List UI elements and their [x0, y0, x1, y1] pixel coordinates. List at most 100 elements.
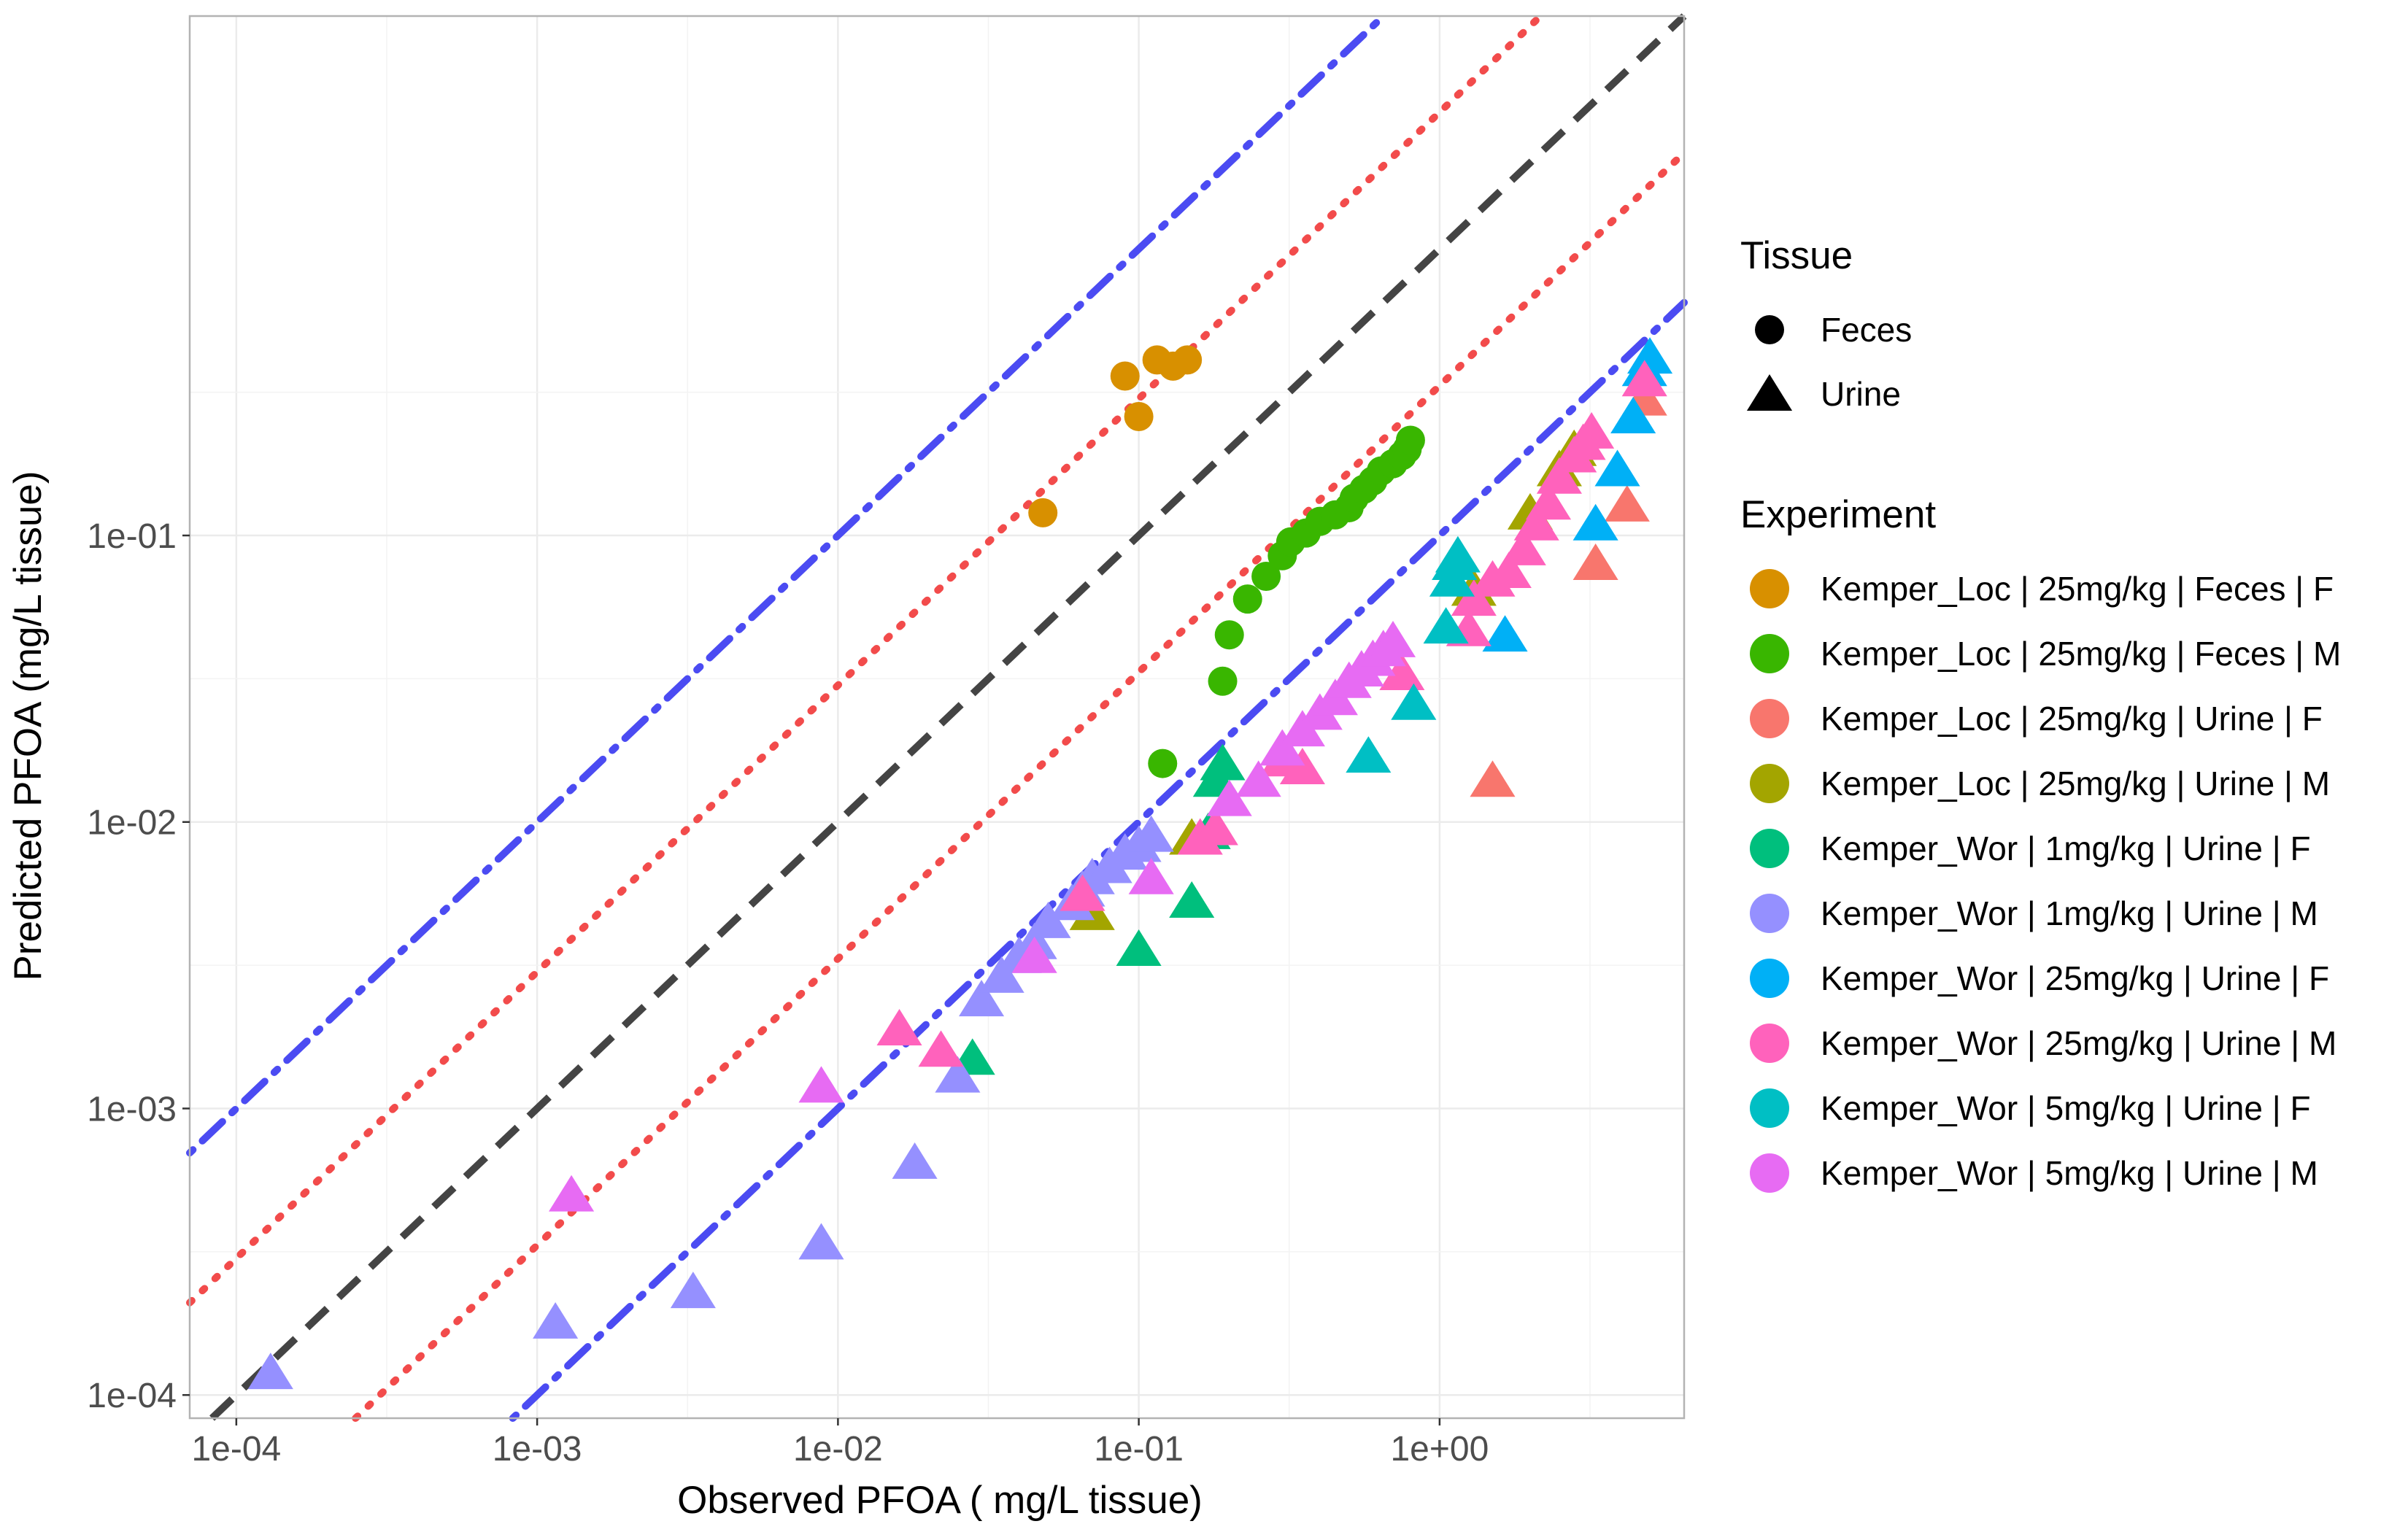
data-point: [1572, 543, 1618, 581]
legend-key-swatch: [1750, 829, 1789, 868]
data-point: [1116, 929, 1162, 966]
data-point: [798, 1223, 844, 1260]
reference-lines: [186, 12, 1688, 1422]
data-point: [1513, 503, 1559, 541]
legend-label: Kemper_Loc | 25mg/kg | Urine | M: [1821, 765, 2330, 802]
experiment-legend-title: Experiment: [1740, 493, 1936, 536]
tissue-legend-title: Tissue: [1740, 234, 1853, 277]
data-point: [1379, 654, 1425, 691]
data-point: [533, 1301, 579, 1339]
legend-label: Kemper_Loc | 25mg/kg | Feces | M: [1821, 635, 2341, 673]
legend-key-swatch: [1750, 1153, 1789, 1193]
data-points: [247, 337, 1673, 1390]
data-point: [1208, 666, 1238, 696]
x-tick-label: 1e-02: [793, 1430, 883, 1469]
plot-panel-border: [188, 15, 1686, 1420]
x-tick-label: 1e-04: [191, 1430, 281, 1469]
data-point: [892, 1142, 938, 1179]
fold-line: [509, 298, 1688, 1422]
legend-label: Feces: [1821, 311, 1912, 349]
data-point: [1391, 683, 1437, 720]
legend-label: Kemper_Wor | 5mg/kg | Urine | M: [1821, 1154, 2318, 1192]
data-point: [1423, 607, 1469, 644]
data-point: [1279, 747, 1325, 784]
legend-key-swatch: [1750, 634, 1789, 673]
data-point: [1214, 620, 1244, 650]
legend-label: Urine: [1821, 375, 1901, 413]
y-tick-label: 1e-03: [87, 1090, 177, 1129]
data-point: [1235, 760, 1281, 797]
data-point: [1621, 360, 1667, 397]
y-axis: 1e-04 1e-03 1e-02 1e-01: [87, 517, 190, 1415]
data-point: [1525, 483, 1572, 520]
data-point: [1451, 579, 1497, 616]
data-point: [1470, 760, 1516, 797]
identity-line: [209, 13, 1687, 1421]
data-point: [979, 956, 1024, 993]
experiment-legend: Experiment Kemper_Loc | 25mg/kg | Feces |…: [1740, 493, 2341, 1193]
data-point: [1011, 936, 1057, 973]
legend-key-swatch: [1750, 699, 1789, 738]
legend-key-triangle: [1746, 374, 1793, 411]
fold-line: [186, 12, 1545, 1307]
data-point: [1482, 615, 1528, 652]
data-point: [1486, 552, 1532, 589]
legend-label: Kemper_Loc | 25mg/kg | Feces | F: [1821, 570, 2334, 608]
legend-key-swatch: [1750, 959, 1789, 998]
data-point: [876, 1009, 922, 1045]
x-tick-label: 1e-01: [1094, 1430, 1184, 1469]
plot-grid: [190, 16, 1684, 1418]
data-point: [1060, 874, 1105, 911]
data-point: [1110, 361, 1140, 391]
data-point: [1232, 584, 1262, 614]
y-tick-label: 1e-02: [87, 804, 177, 843]
data-point: [1346, 736, 1392, 773]
fold-line: [352, 149, 1688, 1422]
legend-label: Kemper_Wor | 25mg/kg | Urine | M: [1821, 1024, 2336, 1062]
legend-label: Kemper_Wor | 1mg/kg | Urine | M: [1821, 894, 2318, 932]
data-point: [1148, 748, 1178, 778]
data-point: [1028, 498, 1058, 527]
data-point: [935, 1056, 981, 1093]
y-tick-label: 1e-04: [87, 1377, 177, 1415]
data-point: [1069, 893, 1115, 930]
data-point: [918, 1030, 964, 1067]
data-point: [1395, 425, 1425, 455]
legend-label: Kemper_Wor | 25mg/kg | Urine | F: [1821, 959, 2329, 997]
legend-label: Kemper_Wor | 5mg/kg | Urine | F: [1821, 1089, 2311, 1127]
legend-key-swatch: [1750, 1024, 1789, 1063]
y-tick-label: 1e-01: [87, 517, 177, 556]
data-point: [549, 1175, 595, 1212]
legend-key-swatch: [1750, 894, 1789, 933]
data-point: [1128, 815, 1174, 852]
data-point: [1572, 503, 1618, 541]
data-point: [1569, 411, 1615, 449]
x-axis: 1e-04 1e-03 1e-02 1e-01 1e+00: [191, 1418, 1489, 1469]
legend-key-swatch: [1750, 1088, 1789, 1128]
x-tick-label: 1e-03: [493, 1430, 582, 1469]
data-point: [1206, 779, 1252, 816]
data-point: [1594, 449, 1640, 487]
x-tick-label: 1e+00: [1390, 1430, 1489, 1469]
legend-key-swatch: [1750, 764, 1789, 803]
y-axis-title: Predicted PFOA (mg/L tissue): [7, 471, 50, 980]
data-point: [1435, 535, 1481, 573]
data-point: [1128, 857, 1174, 894]
data-point: [1169, 881, 1215, 918]
legend-label: Kemper_Wor | 1mg/kg | Urine | F: [1821, 829, 2311, 867]
data-point: [798, 1066, 844, 1103]
data-point: [1626, 337, 1673, 374]
data-point: [959, 980, 1005, 1017]
data-point: [1025, 901, 1071, 938]
legend-key-swatch: [1750, 569, 1789, 608]
data-point: [1370, 620, 1416, 657]
data-point: [1192, 808, 1238, 846]
fold-line: [186, 12, 1387, 1157]
data-point: [1259, 729, 1305, 766]
data-point: [1200, 743, 1246, 781]
x-axis-title: Observed PFOA ( mg/L tissue): [677, 1479, 1203, 1522]
data-point: [1251, 562, 1281, 592]
data-point: [1610, 397, 1656, 433]
